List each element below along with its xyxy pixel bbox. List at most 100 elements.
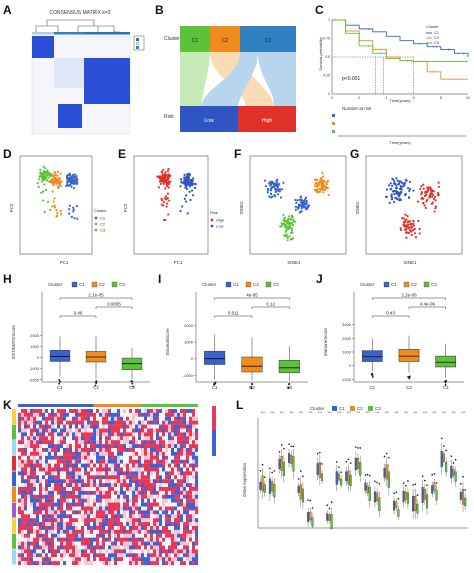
scatter-point xyxy=(46,169,49,172)
gene-box xyxy=(311,517,314,527)
pca-e-legend-title: Risk xyxy=(210,210,218,215)
panel-letter-c: C xyxy=(315,3,324,17)
scatter-point xyxy=(59,172,62,175)
gene-box xyxy=(431,485,434,494)
km-risk-xlabel: Time(years) xyxy=(389,140,411,145)
gene-box xyxy=(359,462,362,476)
svg-text:***: *** xyxy=(318,411,323,415)
scatter-point xyxy=(298,211,302,214)
scatter-point xyxy=(282,213,285,217)
scatter-point xyxy=(40,180,43,183)
scatter-point xyxy=(388,201,391,204)
scatter-point xyxy=(189,198,192,202)
scatter-point xyxy=(431,195,434,198)
scatter-point xyxy=(322,191,325,194)
box-bracket xyxy=(214,315,253,318)
scatter-point xyxy=(416,200,420,203)
scatter-point xyxy=(276,178,279,181)
scatter-point xyxy=(67,208,71,211)
scatter-point xyxy=(166,178,169,182)
scatter-point xyxy=(53,197,56,200)
scatter-point xyxy=(437,191,440,195)
box-y-label: ESTIMATEScore xyxy=(11,325,16,359)
scatter-point xyxy=(398,194,401,197)
scatter-point xyxy=(54,179,57,182)
scatter-point xyxy=(427,188,430,191)
gene-box xyxy=(320,473,324,481)
scatter-point xyxy=(408,189,411,192)
scatter-point xyxy=(436,194,440,197)
scatter-point xyxy=(183,182,187,186)
scatter-point xyxy=(194,183,197,186)
sankey-plot: Cluster Risk C1 C2 C3 Low High xyxy=(164,26,296,132)
scatter-point xyxy=(327,193,330,196)
tsne-cluster-panel: tSNE2 tSNE1 xyxy=(238,150,350,268)
scatter-point xyxy=(275,183,278,186)
scatter-point xyxy=(316,191,320,194)
scatter-point xyxy=(55,209,58,212)
scatter-point xyxy=(289,218,292,221)
box-legend-label-C2: C2 xyxy=(99,282,105,287)
gene-box xyxy=(345,471,348,482)
scatter-point xyxy=(188,190,191,193)
scatter-point xyxy=(51,190,54,193)
heatmap-row-annotation xyxy=(12,518,16,534)
heatmap-row-annotation xyxy=(12,455,16,471)
scatter-point xyxy=(162,168,165,172)
gene-box xyxy=(271,481,274,492)
box-legend-label-C2: C2 xyxy=(253,282,259,287)
gene-box xyxy=(435,489,438,501)
gene-box xyxy=(423,488,426,500)
scatter-point xyxy=(305,200,308,203)
scatter-point xyxy=(267,182,271,185)
scatter-point xyxy=(289,221,292,225)
scatter-point xyxy=(434,205,438,208)
pca-cluster-plot: PC2 PC1 Cluster C1 C2 C3 xyxy=(9,155,107,265)
scatter-point xyxy=(43,210,46,213)
scatter-point xyxy=(298,205,301,208)
heatmap-cluster-bar-c2 xyxy=(93,404,141,407)
box-x-tick-C1: C1 xyxy=(369,385,375,390)
scatter-point xyxy=(168,199,171,202)
sankey-panel: Cluster Risk C1 C2 C3 Low High xyxy=(162,18,312,142)
scatter-point xyxy=(405,231,408,234)
scatter-frame xyxy=(19,155,93,255)
gene-box xyxy=(263,484,266,493)
scatter-point xyxy=(194,186,197,189)
scatter-point xyxy=(66,181,69,184)
box-x-tick-C2: C2 xyxy=(406,385,412,390)
box-bracket xyxy=(95,306,133,309)
box-legend-label-C3: C3 xyxy=(431,282,437,287)
scatter-point xyxy=(402,223,406,226)
scatter-point xyxy=(299,204,303,207)
scatter-point xyxy=(284,230,287,233)
box-y-tick-label: -1000 xyxy=(341,377,352,382)
scatter-point xyxy=(73,180,76,183)
sankey-node-c3 xyxy=(240,26,296,52)
scatter-point xyxy=(70,181,73,185)
box-pvalue: 0.0005 xyxy=(107,302,121,307)
svg-text:***: *** xyxy=(452,411,457,415)
scatter-point xyxy=(407,227,411,230)
scatter-point xyxy=(164,171,167,174)
box-bracket xyxy=(372,297,446,300)
heatmap-row-annotation xyxy=(12,533,16,549)
box-y-tick-label: 0 xyxy=(349,363,352,368)
box-legend-title: Cluster xyxy=(48,282,63,287)
scatter-point xyxy=(68,212,71,215)
scatter-point xyxy=(49,208,52,212)
scatter-point xyxy=(404,193,407,197)
scatter-point xyxy=(434,199,437,202)
gene-box xyxy=(440,450,443,468)
gene-box xyxy=(337,473,340,481)
scatter-point xyxy=(159,182,162,185)
scatter-point xyxy=(158,180,162,183)
scatter-point xyxy=(410,233,413,237)
box-legend-swatch-C1 xyxy=(383,281,390,288)
scatter-point xyxy=(280,225,283,228)
box-y-tick-label: -1000 xyxy=(29,366,40,371)
scatter-point xyxy=(167,182,171,186)
scatter-point xyxy=(300,207,303,210)
svg-text:***: *** xyxy=(423,411,428,415)
scatter-point xyxy=(399,227,402,230)
